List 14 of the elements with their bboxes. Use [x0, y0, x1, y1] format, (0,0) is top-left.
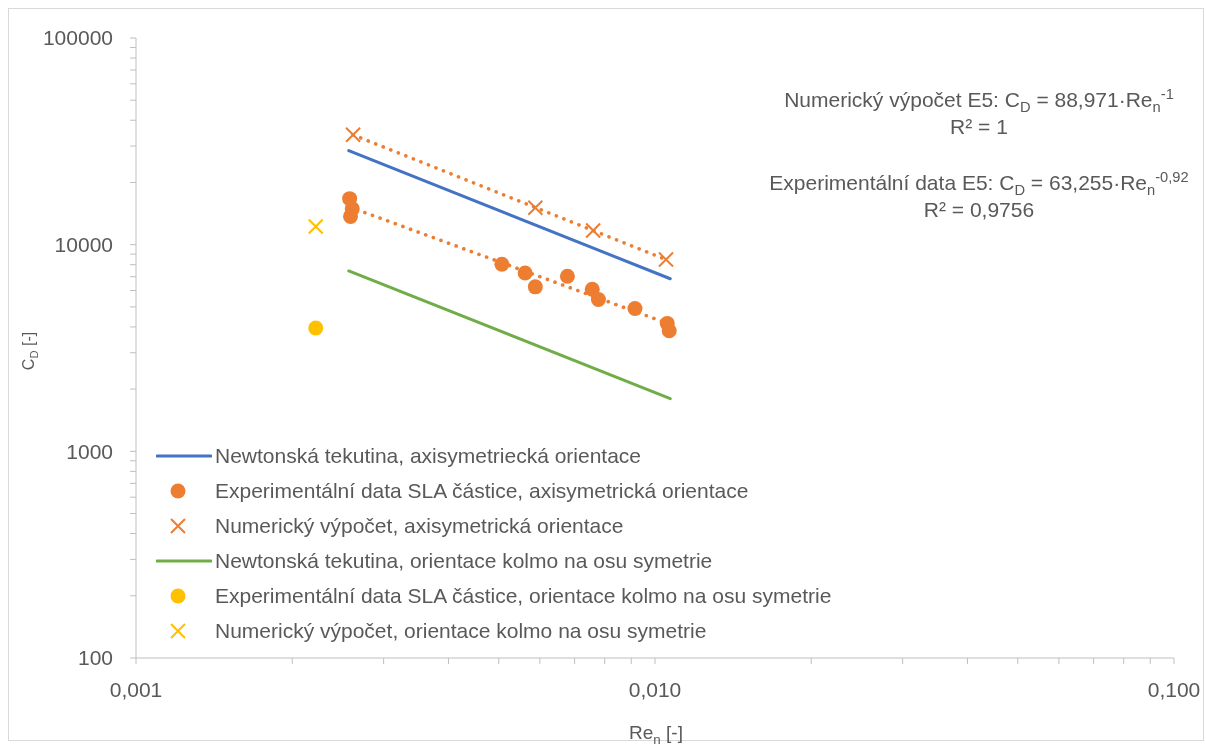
legend-label: Newtonská tekutina, orientace kolmo na osu symetrie	[215, 548, 713, 573]
x-tick-label: 0,001	[109, 677, 163, 701]
y-tick-label: 10000	[54, 233, 113, 257]
legend-label: Numerický výpočet, axisymetrická orientace	[215, 513, 624, 538]
x-tick-label: 0,100	[1147, 677, 1201, 701]
x-tick-label: 0,010	[628, 677, 682, 701]
x-axis-title: Re$_{n}$ [-]	[628, 722, 684, 747]
y-tick-label: 100000	[42, 26, 113, 50]
y-tick-label: 100	[77, 646, 113, 670]
y-tick-label: 1000	[66, 439, 113, 463]
legend-label: Experimentální data SLA částice, orientace kolmo na osu symetrie	[215, 583, 832, 608]
legend-label: Newtonská tekutina, axisymetriecká orientace	[215, 443, 642, 468]
legend-label: Experimentální data SLA částice, axisymetrická orientace	[215, 478, 749, 503]
legend-label: Numerický výpočet, orientace kolmo na osu symetrie	[215, 618, 707, 643]
